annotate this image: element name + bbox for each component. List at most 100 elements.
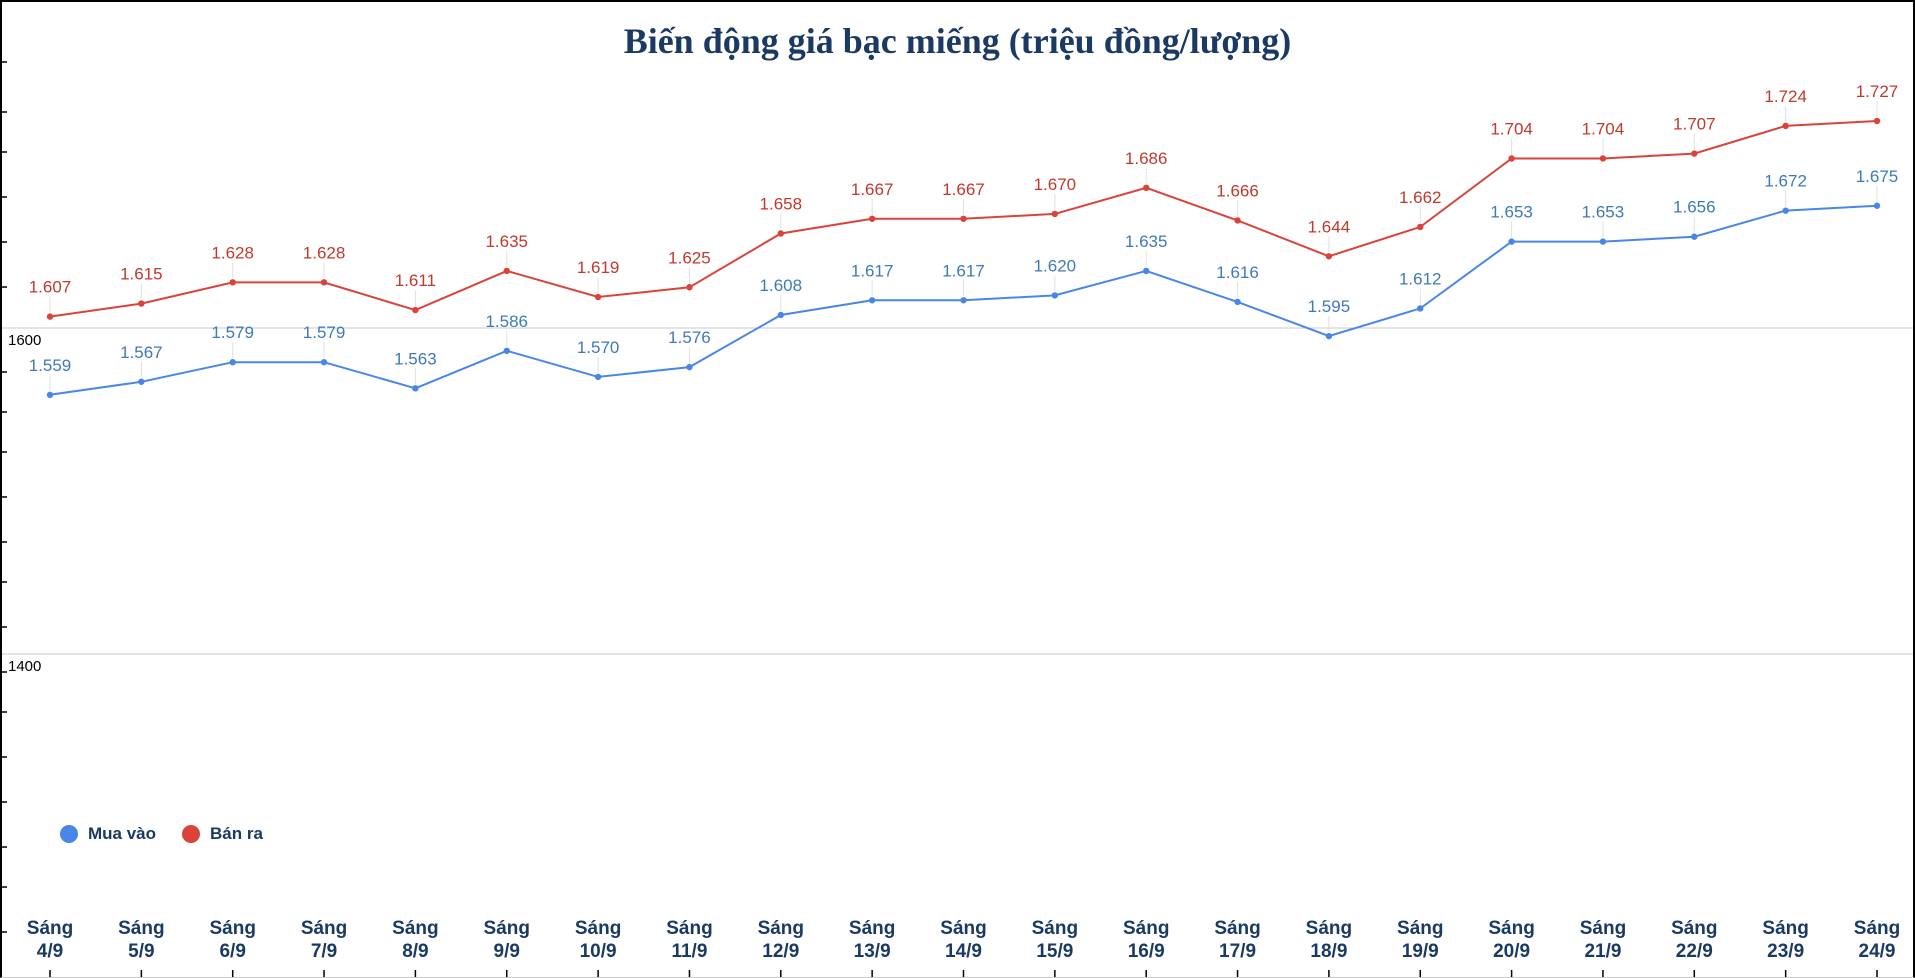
data-point-mua-vao [777,311,784,319]
x-axis-label-line1: Sáng [940,918,986,939]
data-point-ban-ra [1417,223,1424,231]
x-axis-label-line2: 8/9 [402,941,428,962]
data-label-ban-ra: 1.704 [1582,119,1625,138]
data-label-ban-ra: 1.666 [1216,181,1259,200]
data-point-ban-ra [320,279,328,286]
x-axis-label-line1: Sáng [1580,918,1626,939]
data-label-ban-ra: 1.611 [395,271,436,290]
data-label-mua-vao: 1.595 [1308,297,1351,316]
data-label-ban-ra: 1.667 [851,180,894,199]
data-label-mua-vao: 1.617 [942,261,985,280]
data-point-ban-ra [138,300,145,307]
x-axis-label-line1: Sáng [666,918,712,939]
data-point-ban-ra [1234,217,1241,224]
data-label-mua-vao: 1.608 [760,276,803,295]
x-axis-label-line1: Sáng [484,918,530,939]
legend-label-mua-vao: Mua vào [88,824,157,843]
x-axis-label-line2: 19/9 [1402,941,1439,962]
data-label-ban-ra: 1.625 [668,248,711,267]
x-axis-label-line2: 18/9 [1310,941,1347,962]
data-label-mua-vao: 1.579 [303,323,346,342]
data-point-ban-ra [1508,155,1515,162]
legend-item-ban-ra: Bán ra [182,824,263,844]
data-label-mua-vao: 1.653 [1582,203,1625,222]
data-label-ban-ra: 1.667 [942,180,985,199]
data-point-mua-vao [594,373,602,381]
data-point-mua-vao [138,378,145,385]
data-point-ban-ra [686,284,693,291]
x-axis-label-line1: Sáng [1671,918,1717,939]
data-label-mua-vao: 1.576 [668,328,711,347]
data-point-ban-ra [503,267,510,275]
data-point-mua-vao [503,347,510,355]
x-axis-label-line1: Sáng [758,918,804,939]
data-point-ban-ra [46,313,54,320]
x-axis-label-line1: Sáng [1397,918,1443,939]
legend-item-mua-vao: Mua vào [60,824,156,844]
x-axis-label-line2: 21/9 [1584,941,1621,962]
x-axis-label-line2: 10/9 [580,941,617,962]
x-axis-label-line2: 20/9 [1493,941,1530,962]
data-label-mua-vao: 1.567 [120,343,163,362]
data-point-ban-ra [1691,150,1698,157]
data-point-ban-ra [1782,122,1789,130]
x-axis-label-line2: 13/9 [854,941,891,962]
x-axis-label-line2: 23/9 [1767,941,1804,962]
data-label-mua-vao: 1.653 [1490,203,1533,222]
x-axis-label-line1: Sáng [1214,918,1260,939]
x-axis-label-line2: 4/9 [37,941,63,962]
x-axis-label-line1: Sáng [575,918,621,939]
x-axis-label-line1: Sáng [1488,918,1534,939]
data-label-ban-ra: 1.615 [120,265,163,284]
data-point-mua-vao [1691,233,1698,240]
data-label-ban-ra: 1.662 [1399,188,1442,207]
data-point-mua-vao [1873,202,1881,209]
gridline-label-1600: 1600 [8,332,41,349]
data-point-mua-vao [229,359,236,366]
data-label-ban-ra: 1.607 [29,278,72,297]
data-label-mua-vao: 1.579 [211,323,254,342]
data-label-mua-vao: 1.563 [394,349,437,368]
data-point-ban-ra [1143,184,1150,192]
data-point-mua-vao [412,385,419,392]
legend-label-ban-ra: Bán ra [210,824,263,843]
data-label-mua-vao: 1.612 [1399,269,1442,288]
data-point-mua-vao [868,297,876,304]
legend: Mua vào Bán ra [60,824,263,844]
data-point-ban-ra [1325,253,1333,260]
x-axis-label-line2: 6/9 [219,941,245,962]
gridline-label-1400: 1400 [8,658,41,675]
data-label-ban-ra: 1.727 [1856,82,1899,101]
data-point-mua-vao [686,363,693,371]
data-label-ban-ra: 1.658 [760,194,803,213]
data-point-mua-vao [1234,298,1241,306]
data-label-ban-ra: 1.724 [1764,87,1807,106]
data-label-mua-vao: 1.570 [577,338,620,357]
data-label-mua-vao: 1.675 [1856,167,1899,186]
x-axis-label-line2: 17/9 [1219,941,1256,962]
x-axis-label-line1: Sáng [1854,918,1900,939]
x-axis-label-line2: 11/9 [671,941,707,962]
data-label-mua-vao: 1.635 [1125,232,1168,251]
data-point-ban-ra [1051,210,1059,218]
x-axis-label-line1: Sáng [1123,918,1169,939]
data-label-mua-vao: 1.616 [1216,263,1259,282]
x-axis-label-line1: Sáng [1032,918,1078,939]
data-point-ban-ra [777,230,784,237]
data-label-ban-ra: 1.628 [303,243,346,262]
x-axis-label-line1: Sáng [392,918,438,939]
x-axis-label-line2: 14/9 [945,941,982,962]
data-label-ban-ra: 1.686 [1125,149,1168,168]
x-axis-label-line2: 15/9 [1036,941,1073,962]
data-point-ban-ra [1599,155,1607,162]
data-point-mua-vao [1143,267,1150,275]
data-point-ban-ra [594,293,602,301]
x-axis-label-line2: 16/9 [1128,941,1165,962]
x-axis-label-line1: Sáng [209,918,255,939]
x-axis-label-line1: Sáng [849,918,895,939]
x-axis-label-line1: Sáng [1306,918,1352,939]
x-axis-label-line2: 5/9 [128,941,154,962]
data-point-ban-ra [960,215,967,222]
data-label-ban-ra: 1.670 [1034,175,1077,194]
data-label-ban-ra: 1.628 [211,243,254,262]
